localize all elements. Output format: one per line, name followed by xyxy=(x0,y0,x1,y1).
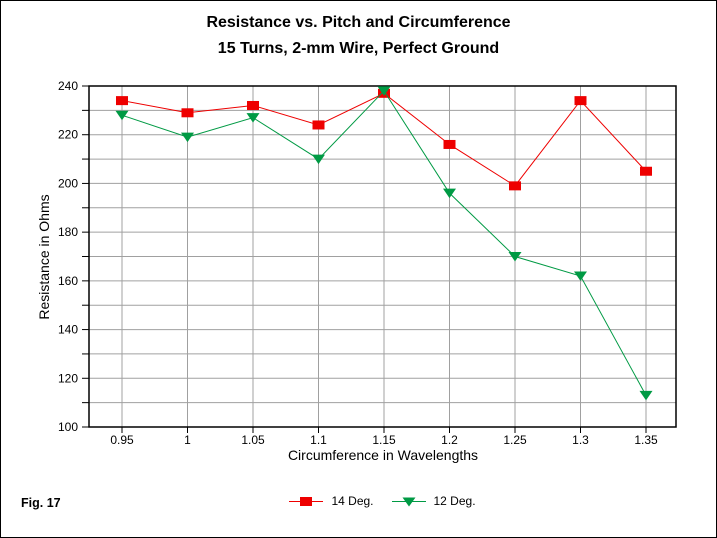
chart-title-line2: 15 Turns, 2-mm Wire, Perfect Ground xyxy=(217,40,500,57)
y-tick-label: 100 xyxy=(58,420,78,434)
x-tick-label: 0.95 xyxy=(110,433,134,447)
legend-square-marker-icon xyxy=(289,496,324,506)
series-1-marker-triangle-down xyxy=(312,154,325,165)
legend-item-0: 14 Deg. xyxy=(289,494,374,508)
y-tick-label: 220 xyxy=(58,128,78,142)
x-tick-label: 1.05 xyxy=(241,433,265,447)
y-axis-title: Resistance in Ohms xyxy=(36,194,52,319)
series-1-marker-triangle-down xyxy=(574,271,587,281)
chart-canvas: 100 120 140 160 180 200 220 240 0.95 1 1.05 1.1 1.15… xyxy=(36,79,677,463)
x-tick-label: 1.2 xyxy=(441,433,458,447)
chart-title: Resistance vs. Pitch and Circumference 1… xyxy=(1,10,716,62)
x-tick-label: 1.1 xyxy=(310,433,327,447)
figure-label: Fig. 17 xyxy=(21,496,61,510)
series-1-marker-triangle-down xyxy=(377,86,391,96)
series-0-marker-square xyxy=(640,166,652,176)
y-tick-label: 120 xyxy=(58,371,78,385)
series-0-marker-square xyxy=(574,96,587,106)
legend-item-1: 12 Deg. xyxy=(391,494,476,508)
y-tick-label: 160 xyxy=(58,274,78,288)
series-0-marker-square xyxy=(509,181,521,191)
series-1-marker-triangle-down xyxy=(246,113,260,123)
chart-title-line1: Resistance vs. Pitch and Circumference xyxy=(206,14,511,31)
y-tick-label: 240 xyxy=(58,79,78,93)
legend-triangle-marker-icon xyxy=(391,497,426,506)
series-0-marker-square xyxy=(116,96,128,106)
series-1-marker-triangle-down xyxy=(115,110,129,121)
legend: 14 Deg. 12 Deg. xyxy=(89,494,676,508)
series-1-marker-triangle-down xyxy=(181,132,194,143)
y-tick-label: 180 xyxy=(58,225,78,239)
y-tick-label: 200 xyxy=(58,176,78,190)
legend-label-0: 14 Deg. xyxy=(331,494,374,508)
legend-label-1: 12 Deg. xyxy=(433,494,476,508)
x-tick-label: 1.25 xyxy=(503,433,527,447)
x-tick-label: 1 xyxy=(184,433,191,447)
x-tick-label: 1.3 xyxy=(572,433,589,447)
series-0-marker-square xyxy=(247,100,259,110)
y-tick-label: 140 xyxy=(58,323,78,337)
series-0-marker-square xyxy=(443,139,456,149)
series-0-marker-square xyxy=(181,108,194,118)
series-1-marker-triangle-down xyxy=(443,188,456,199)
series-0-marker-square xyxy=(312,120,325,130)
x-tick-label: 1.35 xyxy=(634,433,658,447)
x-axis-title: Circumference in Wavelengths xyxy=(288,447,478,463)
series-1-marker-triangle-down xyxy=(508,252,522,262)
x-tick-label: 1.15 xyxy=(372,433,396,447)
series-1-marker-triangle-down xyxy=(639,390,653,401)
